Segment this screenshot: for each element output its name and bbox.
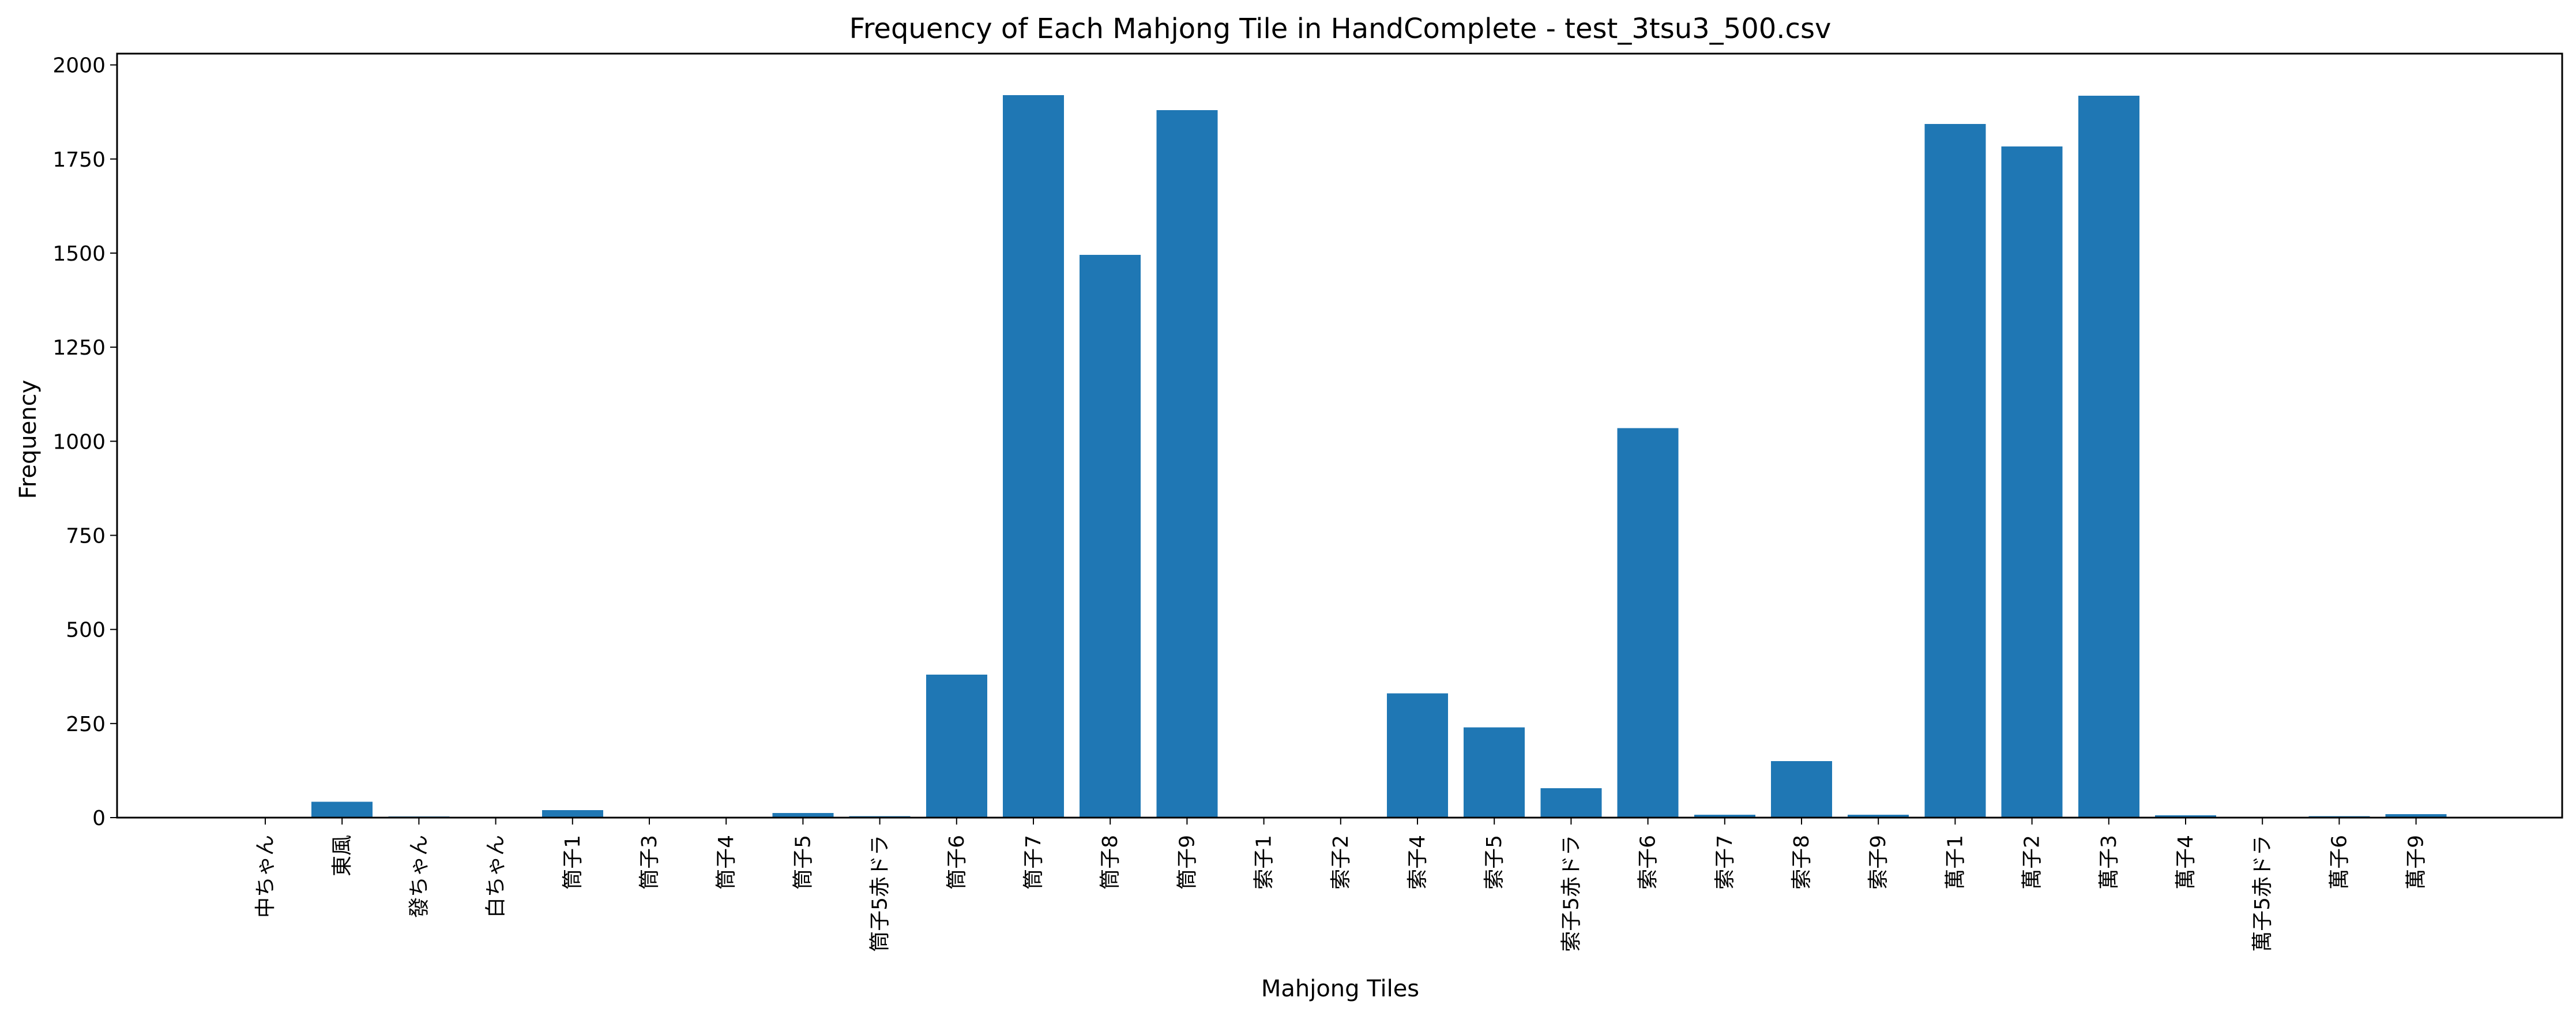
bar-筒子7 bbox=[1003, 95, 1064, 818]
x-tick-label: 筒子5 bbox=[791, 835, 815, 890]
x-tick-label: 萬子9 bbox=[2405, 835, 2428, 890]
y-axis-ticks: 0 250 500 750 1000 1250 1500 1750 2000 bbox=[52, 54, 117, 830]
bar-萬子9 bbox=[2385, 814, 2447, 818]
bar-索子5 bbox=[1464, 727, 1525, 818]
x-tick-label: 索子1 bbox=[1253, 835, 1276, 890]
x-tick-label: 東風 bbox=[330, 835, 354, 876]
x-tick-label: 萬子4 bbox=[2174, 835, 2198, 890]
bar-索子7 bbox=[1694, 814, 1755, 818]
bar-筒子1 bbox=[541, 810, 603, 818]
x-tick-label: 索子2 bbox=[1329, 835, 1353, 890]
y-tick-label: 1250 bbox=[52, 336, 106, 360]
x-tick-label: 萬子3 bbox=[2097, 835, 2121, 890]
x-tick-label: 索子8 bbox=[1790, 835, 1814, 890]
x-tick-label: 發ちゃん bbox=[407, 835, 431, 918]
bar-索子5赤ドラ bbox=[1540, 788, 1602, 818]
x-tick-label: 萬子5赤ドラ bbox=[2251, 835, 2274, 952]
y-tick-label: 0 bbox=[92, 807, 106, 830]
bar-萬子2 bbox=[2001, 146, 2063, 818]
x-tick-label: 索子4 bbox=[1406, 835, 1430, 890]
bar-筒子5 bbox=[772, 813, 834, 818]
x-tick-label: 筒子3 bbox=[638, 835, 661, 890]
y-tick-label: 2000 bbox=[52, 54, 106, 78]
x-tick-label: 筒子8 bbox=[1099, 835, 1122, 890]
x-tick-label: 筒子4 bbox=[714, 835, 738, 890]
x-tick-label: 白ちゃん bbox=[484, 835, 508, 918]
x-tick-label: 筒子6 bbox=[945, 835, 969, 890]
y-tick-label: 500 bbox=[66, 619, 106, 642]
x-tick-label: 索子7 bbox=[1713, 835, 1737, 890]
x-tick-label: 筒子5赤ドラ bbox=[868, 835, 892, 952]
bar-筒子9 bbox=[1156, 110, 1218, 818]
y-tick-label: 750 bbox=[66, 524, 106, 548]
x-axis-label: Mahjong Tiles bbox=[1261, 976, 1419, 1002]
y-tick-label: 1750 bbox=[52, 148, 106, 172]
x-tick-label: 索子5 bbox=[1483, 835, 1506, 890]
bar-萬子3 bbox=[2078, 96, 2139, 818]
x-tick-label: 中ちゃん bbox=[254, 835, 277, 918]
y-tick-label: 250 bbox=[66, 713, 106, 736]
x-tick-label: 筒子9 bbox=[1175, 835, 1199, 890]
chart-title: Frequency of Each Mahjong Tile in HandCo… bbox=[849, 13, 1832, 45]
x-tick-label: 索子9 bbox=[1867, 835, 1890, 890]
x-tick-label: 萬子6 bbox=[2327, 835, 2351, 890]
bar-萬子4 bbox=[2155, 815, 2216, 818]
bars-group bbox=[235, 95, 2447, 818]
y-axis-label: Frequency bbox=[15, 380, 42, 499]
x-axis-ticks: 中ちゃん 東風 發ちゃん 白ちゃん 筒子1 筒子3 筒子4 筒子5 筒子5赤ドラ 筒子6 筒子7 筒子… bbox=[254, 818, 2428, 952]
bar-索子6 bbox=[1617, 428, 1679, 818]
bar-索子9 bbox=[1848, 814, 1909, 818]
y-tick-label: 1000 bbox=[52, 430, 106, 454]
bar-索子8 bbox=[1771, 761, 1832, 818]
x-tick-label: 萬子1 bbox=[1943, 835, 1967, 890]
x-tick-label: 筒子7 bbox=[1022, 835, 1046, 890]
bar-筒子6 bbox=[926, 674, 987, 818]
y-tick-label: 1500 bbox=[52, 242, 106, 266]
plot-frame bbox=[116, 52, 2563, 819]
x-tick-label: 索子6 bbox=[1637, 835, 1660, 890]
bar-萬子1 bbox=[1924, 124, 1986, 818]
x-tick-label: 萬子2 bbox=[2021, 835, 2044, 890]
x-tick-label: 索子5赤ドラ bbox=[1559, 835, 1583, 952]
bar-索子4 bbox=[1387, 693, 1448, 818]
bar-東風 bbox=[311, 801, 373, 818]
bar-筒子8 bbox=[1080, 255, 1141, 818]
x-tick-label: 筒子1 bbox=[561, 835, 585, 890]
